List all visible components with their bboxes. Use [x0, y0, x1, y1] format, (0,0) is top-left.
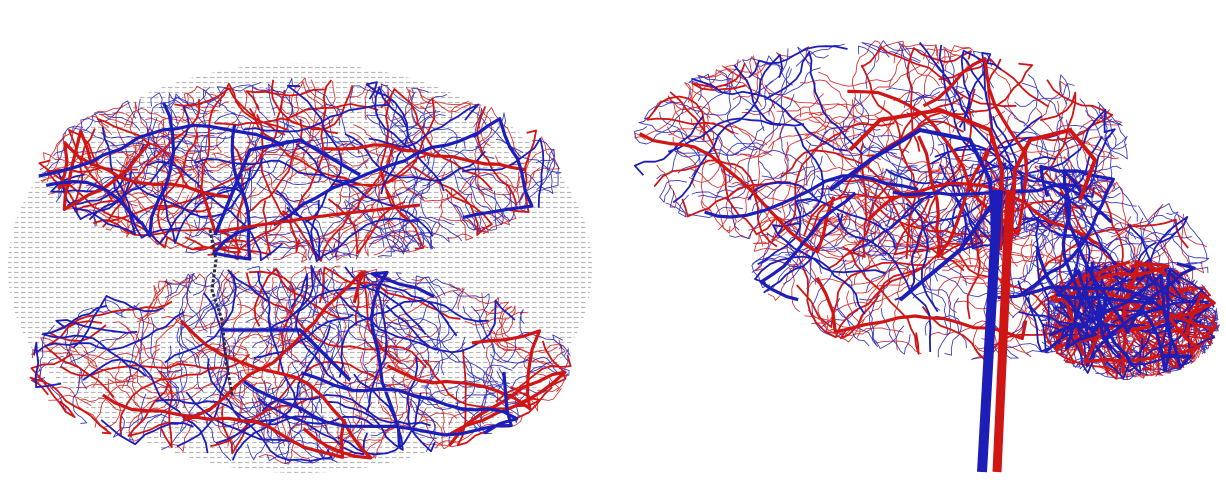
- major-vessels: [38, 102, 534, 448]
- central-vessel: [213, 138, 361, 382]
- arch-vessel: [828, 127, 997, 302]
- central-vessel: [198, 184, 421, 234]
- trunk-vein: [977, 189, 1003, 473]
- axial-view: [29, 77, 572, 465]
- trunk-artery: [992, 189, 1015, 473]
- sagittal-view: [633, 40, 1220, 473]
- major-vessels: [57, 129, 567, 460]
- arch-vessel: [848, 107, 1098, 251]
- major-vessels: [704, 164, 1196, 372]
- central-vessel: [208, 229, 234, 396]
- medium-vessels: [33, 81, 545, 462]
